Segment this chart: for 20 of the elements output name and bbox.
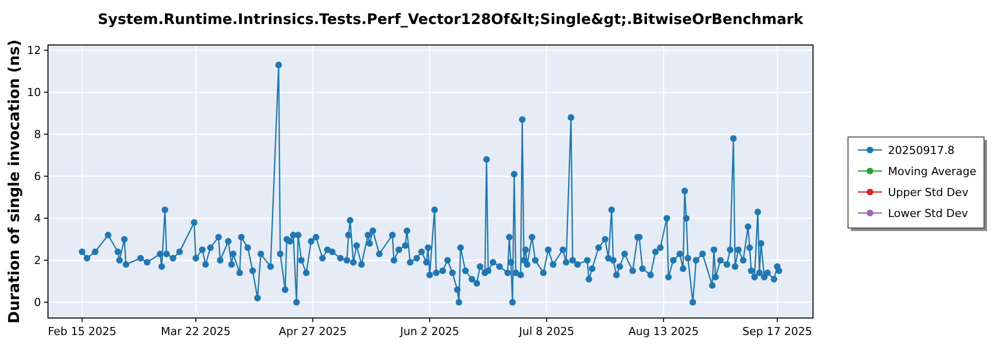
y-tick-label: 6 (34, 170, 41, 184)
x-tick-label: Jun 2 2025 (399, 325, 460, 338)
x-tick-label: Jul 8 2025 (518, 325, 574, 338)
x-tick-label: Feb 15 2025 (48, 325, 116, 338)
legend-label: Upper Std Dev (888, 186, 969, 199)
y-axis-title: Duration of single invocation (ns) (5, 40, 23, 324)
y-tick-label: 8 (34, 128, 41, 142)
x-tick-label: Mar 22 2025 (160, 325, 231, 338)
x-tick-label: Aug 13 2025 (628, 325, 699, 338)
x-tick-label: Sep 17 2025 (742, 325, 812, 338)
y-tick-label: 10 (27, 86, 41, 100)
legend-label: Moving Average (888, 164, 977, 178)
legend-label: Lower Std Dev (888, 206, 968, 220)
y-tick-label: 0 (34, 296, 41, 310)
legend-label: 20250917.8 (888, 144, 954, 157)
y-tick-label: 2 (34, 254, 41, 268)
y-tick-label: 12 (27, 44, 41, 58)
chart-title: System.Runtime.Intrinsics.Tests.Perf_Vector128Of&lt;Single&gt;.BitwiseOrBenchmark (98, 12, 804, 28)
x-tick-label: Apr 27 2025 (278, 325, 347, 338)
y-tick-label: 4 (34, 212, 41, 226)
